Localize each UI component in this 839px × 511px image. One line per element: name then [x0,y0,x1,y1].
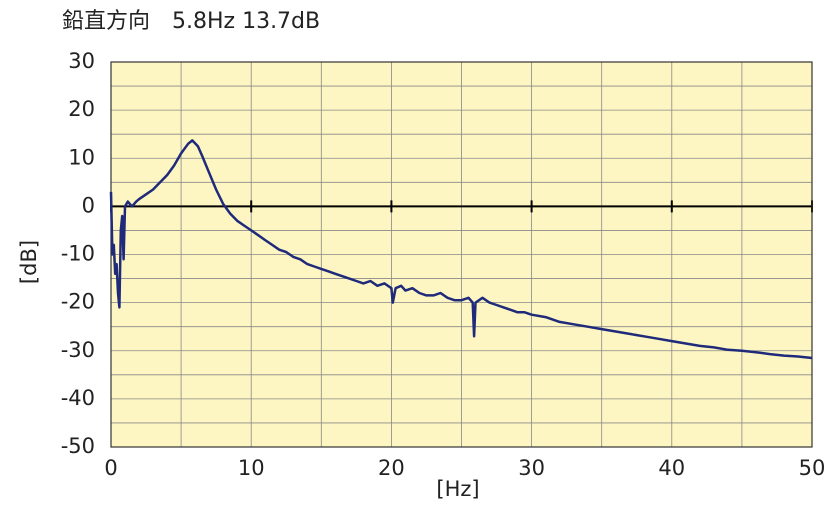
data-line [109,139,813,360]
y-tick-label: -20 [61,290,95,314]
y-tick-label: -40 [61,386,95,410]
x-tick-label: 20 [378,456,405,480]
x-axis-label: [Hz] [436,477,479,501]
x-tick-label: 50 [799,456,826,480]
y-tick-label: -50 [61,434,95,458]
y-tick-label: 30 [68,49,95,73]
x-tick-label: 0 [104,456,117,480]
x-tick-label: 30 [518,456,545,480]
y-tick-label: 0 [82,193,95,217]
y-tick-label: 10 [68,145,95,169]
x-tick-label: 40 [658,456,685,480]
y-tick-label: 20 [68,97,95,121]
plot-border [110,61,813,448]
y-tick-label: -10 [61,242,95,266]
y-tick-label: -30 [61,338,95,362]
x-tick-label: 10 [238,456,265,480]
y-axis-label: [dB] [17,240,41,284]
chart-title: 鉛直方向 5.8Hz 13.7dB [62,9,320,34]
